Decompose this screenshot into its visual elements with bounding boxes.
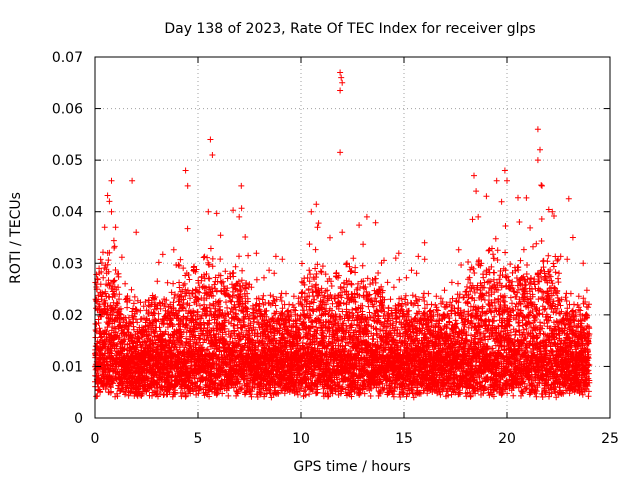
y-tick-labels: 0 0.01 0.02 0.03 0.04 0.05 0.06 0.07 — [52, 50, 83, 427]
chart-title: Day 138 of 2023, Rate Of TEC Index for r… — [164, 21, 535, 37]
y-tick-label: 0.03 — [52, 256, 83, 272]
plot-frame — [94, 56, 611, 419]
x-axis-label: GPS time / hours — [293, 459, 410, 475]
y-axis-label: ROTI / TECUs — [8, 192, 24, 284]
y-tick-label: 0.04 — [52, 205, 83, 221]
x-tick-label: 15 — [395, 431, 413, 447]
x-tick-label: 0 — [91, 431, 100, 447]
y-tick-label: 0 — [74, 411, 83, 427]
x-tick-label: 10 — [292, 431, 310, 447]
x-tick-label: 25 — [601, 431, 619, 447]
y-tick-label: 0.02 — [52, 308, 83, 324]
x-tick-label: 5 — [194, 431, 203, 447]
y-tick-label: 0.07 — [52, 50, 83, 66]
y-tick-label: 0.06 — [52, 102, 83, 118]
axis-ticks — [94, 56, 611, 419]
y-tick-label: 0.05 — [52, 153, 83, 169]
x-tick-labels: 0 5 10 15 20 25 — [91, 431, 619, 447]
y-tick-label: 0.01 — [52, 359, 83, 375]
x-tick-label: 20 — [498, 431, 516, 447]
